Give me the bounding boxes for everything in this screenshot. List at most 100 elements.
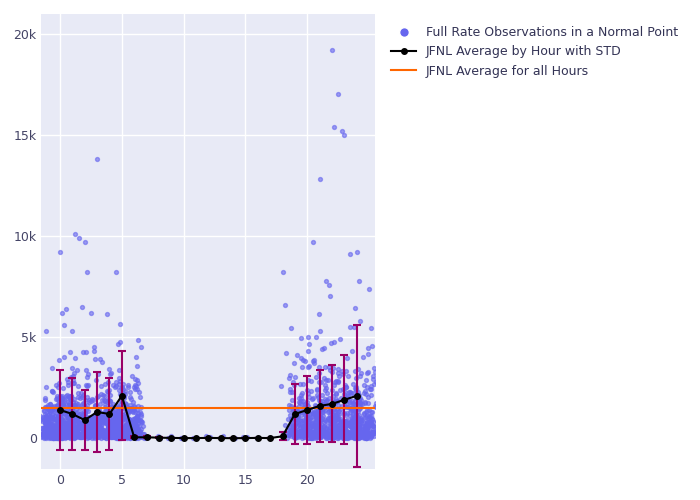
Full Rate Observations in a Normal Point	[354, 397, 365, 405]
Full Rate Observations in a Normal Point	[69, 416, 80, 424]
Full Rate Observations in a Normal Point	[361, 428, 372, 436]
Full Rate Observations in a Normal Point	[114, 408, 125, 416]
Full Rate Observations in a Normal Point	[315, 416, 326, 424]
Full Rate Observations in a Normal Point	[314, 412, 326, 420]
Full Rate Observations in a Normal Point	[71, 413, 82, 421]
Full Rate Observations in a Normal Point	[365, 412, 377, 420]
Full Rate Observations in a Normal Point	[53, 398, 64, 406]
Full Rate Observations in a Normal Point	[100, 418, 111, 426]
Full Rate Observations in a Normal Point	[352, 397, 363, 405]
Full Rate Observations in a Normal Point	[358, 434, 370, 442]
Full Rate Observations in a Normal Point	[362, 428, 373, 436]
Full Rate Observations in a Normal Point	[105, 420, 116, 428]
Full Rate Observations in a Normal Point	[130, 414, 141, 422]
Full Rate Observations in a Normal Point	[352, 429, 363, 437]
Full Rate Observations in a Normal Point	[326, 414, 337, 422]
Full Rate Observations in a Normal Point	[123, 414, 134, 422]
Full Rate Observations in a Normal Point	[358, 414, 370, 422]
Full Rate Observations in a Normal Point	[38, 428, 50, 436]
Full Rate Observations in a Normal Point	[330, 408, 341, 416]
Full Rate Observations in a Normal Point	[121, 430, 132, 438]
Full Rate Observations in a Normal Point	[70, 400, 81, 407]
Full Rate Observations in a Normal Point	[71, 422, 83, 430]
Full Rate Observations in a Normal Point	[88, 420, 99, 428]
Full Rate Observations in a Normal Point	[318, 412, 329, 420]
Full Rate Observations in a Normal Point	[352, 428, 363, 436]
Full Rate Observations in a Normal Point	[103, 386, 114, 394]
Full Rate Observations in a Normal Point	[116, 414, 127, 422]
Full Rate Observations in a Normal Point	[45, 406, 56, 414]
Full Rate Observations in a Normal Point	[289, 428, 300, 436]
Full Rate Observations in a Normal Point	[328, 420, 339, 428]
Full Rate Observations in a Normal Point	[57, 430, 68, 438]
Full Rate Observations in a Normal Point	[127, 433, 139, 441]
Full Rate Observations in a Normal Point	[112, 340, 123, 348]
Full Rate Observations in a Normal Point	[293, 433, 304, 441]
Full Rate Observations in a Normal Point	[113, 374, 125, 382]
Full Rate Observations in a Normal Point	[175, 434, 186, 442]
Full Rate Observations in a Normal Point	[354, 432, 365, 440]
Full Rate Observations in a Normal Point	[360, 432, 372, 440]
Full Rate Observations in a Normal Point	[349, 404, 360, 412]
Full Rate Observations in a Normal Point	[41, 432, 52, 440]
Full Rate Observations in a Normal Point	[81, 424, 92, 432]
Full Rate Observations in a Normal Point	[132, 426, 143, 434]
Full Rate Observations in a Normal Point	[90, 430, 101, 438]
Full Rate Observations in a Normal Point	[333, 431, 344, 439]
Full Rate Observations in a Normal Point	[361, 382, 372, 390]
Full Rate Observations in a Normal Point	[297, 364, 308, 372]
Full Rate Observations in a Normal Point	[368, 364, 379, 372]
Full Rate Observations in a Normal Point	[347, 399, 358, 407]
Full Rate Observations in a Normal Point	[119, 427, 130, 435]
Full Rate Observations in a Normal Point	[113, 413, 124, 421]
Full Rate Observations in a Normal Point	[315, 327, 326, 335]
Full Rate Observations in a Normal Point	[360, 432, 372, 440]
Full Rate Observations in a Normal Point	[323, 424, 335, 432]
Full Rate Observations in a Normal Point	[323, 414, 334, 422]
Full Rate Observations in a Normal Point	[126, 428, 137, 436]
Full Rate Observations in a Normal Point	[123, 407, 134, 415]
Full Rate Observations in a Normal Point	[106, 434, 117, 442]
Full Rate Observations in a Normal Point	[136, 416, 147, 424]
Full Rate Observations in a Normal Point	[351, 419, 363, 427]
Full Rate Observations in a Normal Point	[62, 434, 73, 442]
Full Rate Observations in a Normal Point	[67, 410, 78, 418]
Full Rate Observations in a Normal Point	[314, 418, 325, 426]
Full Rate Observations in a Normal Point	[329, 422, 340, 430]
Full Rate Observations in a Normal Point	[339, 388, 350, 396]
Full Rate Observations in a Normal Point	[344, 398, 355, 406]
Full Rate Observations in a Normal Point	[91, 408, 102, 416]
Full Rate Observations in a Normal Point	[326, 408, 337, 416]
Full Rate Observations in a Normal Point	[70, 412, 81, 420]
Full Rate Observations in a Normal Point	[320, 362, 331, 370]
Full Rate Observations in a Normal Point	[104, 422, 115, 430]
Full Rate Observations in a Normal Point	[52, 434, 64, 442]
Full Rate Observations in a Normal Point	[317, 404, 328, 412]
Full Rate Observations in a Normal Point	[76, 429, 88, 437]
Full Rate Observations in a Normal Point	[118, 412, 129, 420]
Full Rate Observations in a Normal Point	[64, 392, 75, 400]
Full Rate Observations in a Normal Point	[319, 396, 330, 404]
Full Rate Observations in a Normal Point	[312, 426, 323, 434]
Full Rate Observations in a Normal Point	[326, 431, 337, 439]
Full Rate Observations in a Normal Point	[57, 400, 69, 408]
Full Rate Observations in a Normal Point	[363, 414, 374, 422]
Full Rate Observations in a Normal Point	[342, 428, 353, 436]
Full Rate Observations in a Normal Point	[42, 429, 53, 437]
Full Rate Observations in a Normal Point	[56, 434, 67, 442]
Full Rate Observations in a Normal Point	[117, 414, 128, 422]
Full Rate Observations in a Normal Point	[109, 412, 120, 420]
Full Rate Observations in a Normal Point	[104, 432, 115, 440]
Full Rate Observations in a Normal Point	[307, 356, 318, 364]
Full Rate Observations in a Normal Point	[80, 406, 91, 413]
Full Rate Observations in a Normal Point	[295, 408, 307, 416]
Full Rate Observations in a Normal Point	[96, 428, 107, 436]
Full Rate Observations in a Normal Point	[349, 434, 360, 442]
Full Rate Observations in a Normal Point	[134, 432, 146, 440]
Full Rate Observations in a Normal Point	[342, 354, 353, 362]
Full Rate Observations in a Normal Point	[88, 420, 99, 428]
Full Rate Observations in a Normal Point	[309, 420, 321, 428]
Full Rate Observations in a Normal Point	[237, 433, 248, 441]
Full Rate Observations in a Normal Point	[77, 425, 88, 433]
Full Rate Observations in a Normal Point	[128, 402, 139, 410]
